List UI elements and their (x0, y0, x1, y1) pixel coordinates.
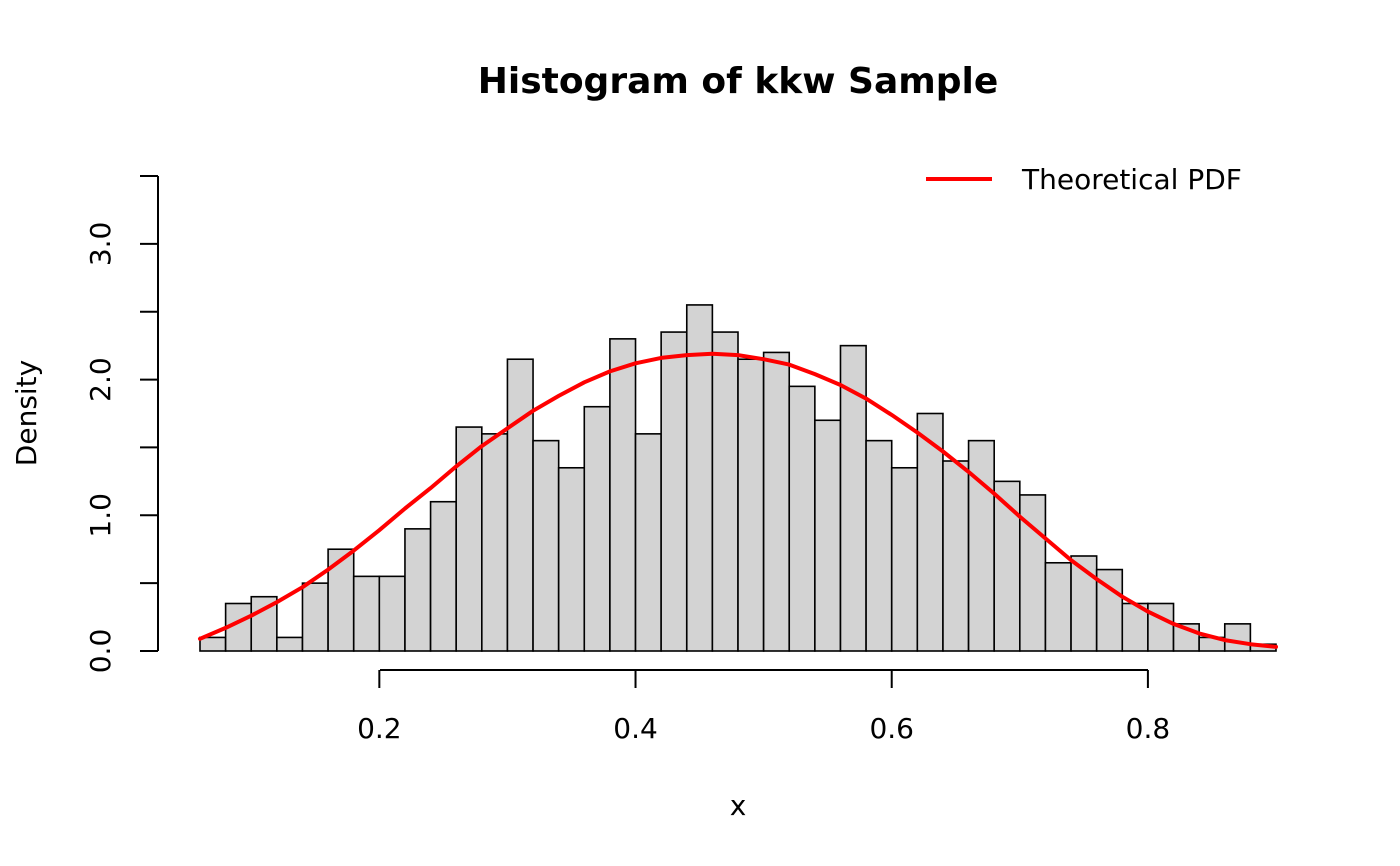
legend-label-theoretical-pdf: Theoretical PDF (1021, 163, 1242, 196)
histogram-bar (660, 331, 688, 652)
histogram-bar (583, 405, 611, 652)
x-axis: 0.2 0.4 0.6 0.8 (357, 669, 1171, 745)
histogram-bar (839, 344, 867, 652)
y-tick-label: 3.0 (84, 222, 117, 267)
x-axis-label: x (730, 789, 747, 822)
histogram-bar (199, 636, 227, 652)
histogram-bar (993, 480, 1021, 652)
y-tick-label: 1.0 (84, 493, 117, 538)
histogram-bar (711, 331, 739, 652)
histogram-bar (506, 358, 534, 652)
theoretical-pdf-line (198, 351, 1278, 649)
bars-layer (199, 304, 1277, 652)
histogram-bar (865, 439, 893, 652)
histogram-bar (967, 439, 995, 652)
curve-layer (198, 351, 1278, 649)
x-tick-label: 0.8 (1126, 712, 1171, 745)
histogram-bar (916, 412, 944, 652)
histogram-bar (352, 575, 381, 652)
histogram-bar (1044, 561, 1072, 652)
histogram-bar (814, 419, 842, 652)
histogram-bar (429, 500, 457, 652)
histogram-bar (737, 358, 765, 652)
y-tick-label: 2.0 (84, 357, 117, 402)
histogram-bar (609, 338, 637, 652)
histogram-bar (327, 548, 355, 652)
histogram-bar (404, 528, 432, 652)
histogram-bar (557, 466, 586, 652)
histogram-bar (378, 575, 406, 652)
histogram-bar (788, 385, 816, 652)
histogram-bar (1121, 602, 1149, 652)
histogram-bar (1223, 623, 1252, 652)
histogram-bar (762, 351, 791, 652)
y-axis: 0.0 1.0 2.0 3.0 (84, 175, 159, 674)
histogram-bar (276, 636, 304, 652)
legend: Theoretical PDF (926, 163, 1242, 196)
chart-title: Histogram of kkw Sample (478, 61, 999, 102)
histogram-bar (481, 433, 509, 652)
histogram-bar (301, 582, 329, 652)
histogram-bar (685, 304, 714, 652)
histogram-bar (634, 433, 662, 652)
histogram-bar (532, 439, 560, 652)
histogram-bar (1147, 602, 1175, 652)
histogram-bar (890, 466, 919, 652)
y-axis-label: Density (10, 360, 43, 466)
x-tick-label: 0.6 (869, 712, 914, 745)
histogram-bar (942, 460, 970, 652)
y-tick-label: 0.0 (84, 629, 117, 674)
histogram-bar (455, 426, 483, 652)
x-tick-label: 0.2 (357, 712, 402, 745)
x-tick-label: 0.4 (613, 712, 658, 745)
